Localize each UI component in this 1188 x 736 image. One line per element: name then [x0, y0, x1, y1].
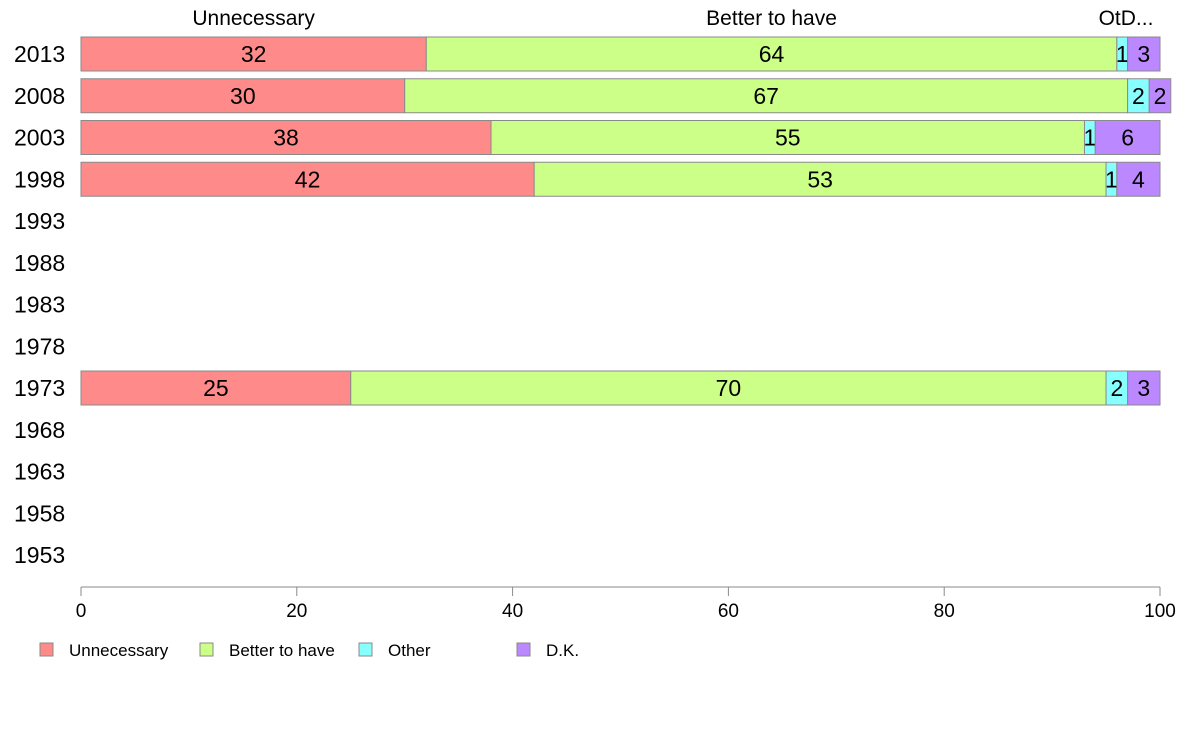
bar-label-2003-series-3: 6: [1121, 125, 1134, 151]
year-label-1953: 1953: [14, 542, 65, 568]
top-label-0: Unnecessary: [192, 7, 315, 30]
bar-label-1973-series-0: 25: [203, 375, 229, 401]
year-label-1968: 1968: [14, 417, 65, 443]
top-label-2: OtD...: [1099, 7, 1154, 30]
bar-label-1998-series-3: 4: [1132, 166, 1145, 192]
bar-2003-series-1: [490, 120, 1085, 155]
bar-2013-series-0: [80, 36, 427, 72]
year-label-1998: 1998: [14, 166, 65, 192]
bar-label-1973-series-3: 3: [1137, 375, 1150, 401]
bar-label-1998-series-0: 42: [295, 166, 321, 192]
bar-2013-series-1: [425, 36, 1118, 72]
top-labels: Unnecessary Better to have OtD...: [192, 7, 1153, 30]
year-label-1983: 1983: [14, 292, 65, 318]
legend-label-1: Better to have: [229, 641, 335, 660]
year-label-1993: 1993: [14, 208, 65, 234]
bar-2003-series-0: [80, 120, 492, 155]
bar-label-2013-series-0: 32: [241, 41, 267, 67]
x-tick-label-100: 100: [1144, 601, 1176, 622]
bar-label-1998-series-1: 53: [807, 166, 833, 192]
year-label-1988: 1988: [14, 250, 65, 276]
bar-label-1973-series-1: 70: [716, 375, 742, 401]
x-tick-label-20: 20: [286, 601, 307, 622]
bar-label-2003-series-1: 55: [775, 125, 801, 151]
bar-1998-series-3: [1116, 161, 1161, 197]
x-tick-label-80: 80: [934, 601, 955, 622]
legend-swatch-0: [39, 642, 54, 657]
bar-label-2008-series-2: 2: [1132, 83, 1145, 109]
x-axis: 0 20 40 60 80 100: [76, 586, 1176, 622]
bar-1973-series-0: [80, 370, 352, 406]
bar-label-2008-series-0: 30: [230, 83, 256, 109]
bar-2013-series-3: [1127, 36, 1161, 72]
year-label-2013: 2013: [14, 41, 65, 67]
year-label-2008: 2008: [14, 83, 65, 109]
year-label-2003: 2003: [14, 125, 65, 151]
bars: 32 64 1 330 67 2 238 55 1 642 53 1 425 70 2 3: [80, 36, 1172, 406]
legend-swatch-3: [516, 642, 531, 657]
bar-1973-series-3: [1127, 370, 1161, 406]
bar-label-2013-series-2: 1: [1116, 41, 1129, 67]
bar-label-1973-series-2: 2: [1110, 375, 1123, 401]
bar-label-2003-series-2: 1: [1083, 125, 1096, 151]
bar-label-2013-series-1: 64: [759, 41, 785, 67]
bar-label-2013-series-3: 3: [1137, 41, 1150, 67]
year-label-1958: 1958: [14, 500, 65, 526]
bar-2008-series-1: [404, 78, 1129, 114]
legend-label-3: D.K.: [546, 641, 579, 660]
year-label-1973: 1973: [14, 375, 65, 401]
bar-label-1998-series-2: 1: [1105, 166, 1118, 192]
y-axis: 2013 2008 2003 1998 1993 1988 1983 1978 1973 1968…: [14, 41, 65, 568]
legend-swatch-1: [199, 642, 214, 657]
bar-label-2003-series-0: 38: [273, 125, 299, 151]
bar-label-2008-series-1: 67: [753, 83, 779, 109]
legend-label-2: Other: [388, 641, 431, 660]
top-label-1: Better to have: [706, 7, 837, 30]
x-tick-label-40: 40: [502, 601, 523, 622]
bar-1998-series-1: [533, 161, 1107, 197]
x-tick-label-0: 0: [76, 601, 87, 622]
legend-label-0: Unnecessary: [69, 641, 169, 660]
year-label-1978: 1978: [14, 333, 65, 359]
legend-swatch-2: [358, 642, 373, 657]
bar-2003-series-3: [1094, 120, 1161, 155]
bar-label-2008-series-3: 2: [1154, 83, 1167, 109]
legend: Unnecessary Better to have Other D.K.: [39, 641, 579, 660]
bar-2008-series-3: [1148, 78, 1172, 114]
year-label-1963: 1963: [14, 459, 65, 485]
bar-1973-series-1: [350, 370, 1107, 406]
x-tick-label-60: 60: [718, 601, 739, 622]
